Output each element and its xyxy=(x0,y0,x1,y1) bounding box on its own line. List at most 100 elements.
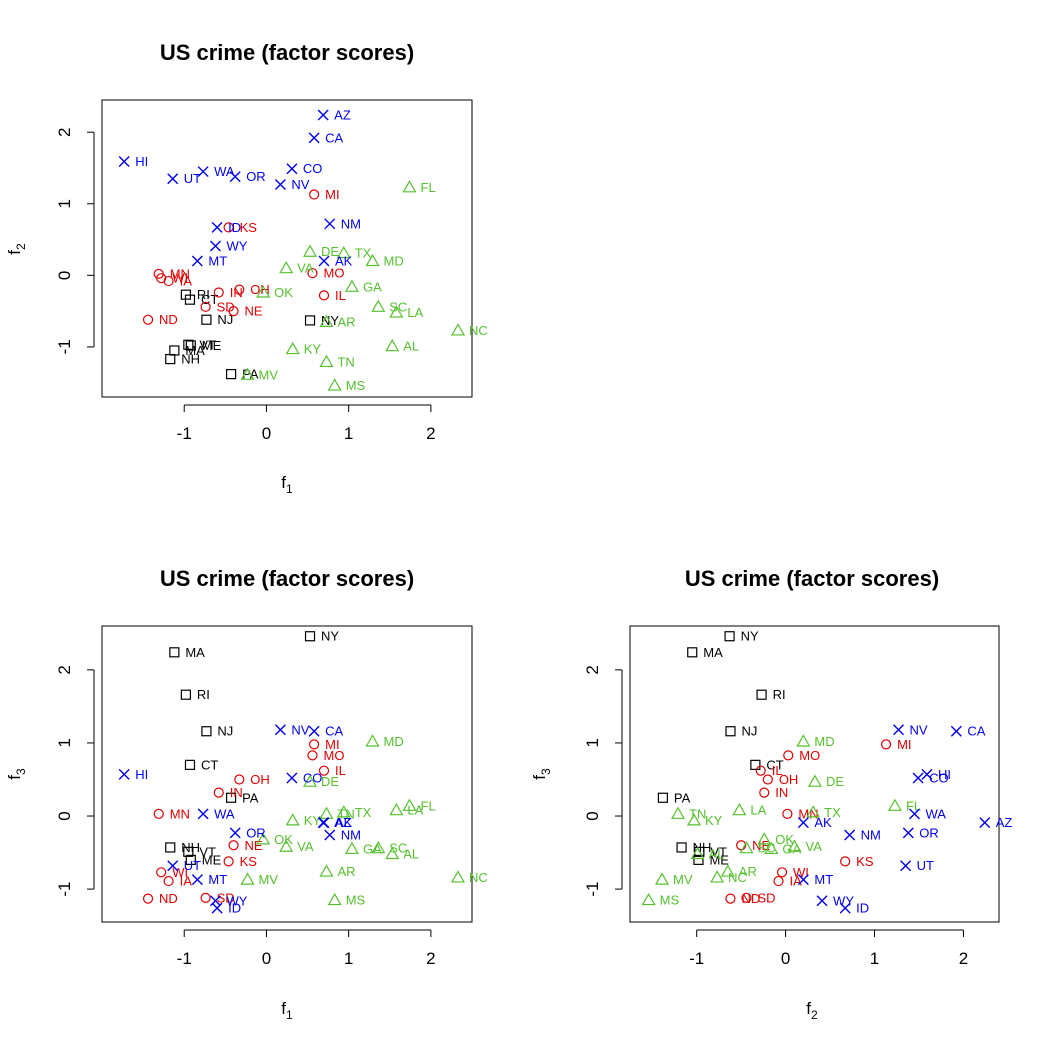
y-axis-label: f3 xyxy=(530,768,553,780)
point-label-id: ID xyxy=(228,901,241,916)
data-point-nv xyxy=(274,724,286,736)
data-point-mv xyxy=(240,367,255,380)
data-point-pa xyxy=(657,792,668,803)
data-point-ia xyxy=(163,875,174,887)
data-point-ut xyxy=(900,860,912,872)
point-label-wy: WY xyxy=(226,238,247,253)
data-point-ne xyxy=(228,306,239,317)
data-point-ia xyxy=(163,275,174,287)
point-label-wi: WI xyxy=(172,271,188,286)
point-label-co: CO xyxy=(303,771,323,786)
point-label-ky: KY xyxy=(705,813,723,828)
data-point-id xyxy=(839,902,851,914)
point-label-ca: CA xyxy=(325,130,343,145)
x-axis-label: f1 xyxy=(281,999,293,1022)
x-tick-label: 2 xyxy=(426,949,435,968)
point-label-ny: NY xyxy=(741,629,759,644)
point-label-ny: NY xyxy=(321,629,339,644)
data-point-nm xyxy=(324,218,336,230)
point-label-va: VA xyxy=(805,839,822,854)
data-point-pa xyxy=(225,368,237,380)
data-point-wy xyxy=(816,895,828,907)
point-label-wa: WA xyxy=(214,164,235,179)
data-point-ok xyxy=(256,285,271,298)
data-point-nc xyxy=(710,870,725,883)
data-point-va xyxy=(787,839,802,852)
data-point-wi xyxy=(156,867,167,878)
point-label-ma: MA xyxy=(185,645,205,660)
x-tick-label: 2 xyxy=(959,949,968,968)
data-point-hi xyxy=(921,768,933,780)
point-label-mi: MI xyxy=(325,187,339,202)
data-point-id xyxy=(211,221,223,233)
data-point-tx xyxy=(336,805,351,818)
data-point-wi xyxy=(776,867,788,878)
data-point-ne xyxy=(228,840,239,851)
data-point-ma xyxy=(169,647,180,658)
point-label-or: OR xyxy=(246,169,266,184)
data-point-ar xyxy=(319,314,334,327)
data-point-mi xyxy=(309,189,320,200)
point-label-sc: SC xyxy=(389,299,407,314)
data-point-mi xyxy=(880,739,892,750)
data-point-ms xyxy=(327,892,342,906)
data-point-ut xyxy=(167,860,179,872)
data-point-ok xyxy=(256,832,271,845)
plot-frame xyxy=(101,99,473,398)
data-point-ia xyxy=(773,875,784,887)
point-label-co: CO xyxy=(303,161,323,176)
point-label-nc: NC xyxy=(469,323,488,338)
point-label-mi: MI xyxy=(897,737,911,752)
data-point-ma xyxy=(169,345,180,356)
point-label-ar: AR xyxy=(739,864,757,879)
data-point-or xyxy=(902,827,914,839)
x-tick-label: 1 xyxy=(870,949,879,968)
data-point-ca xyxy=(950,725,962,737)
point-label-ut: UT xyxy=(917,858,934,873)
data-point-nc xyxy=(450,870,466,883)
data-point-hi xyxy=(118,156,130,168)
point-label-in: IN xyxy=(775,785,788,800)
data-point-fl xyxy=(402,798,417,811)
data-point-wy xyxy=(209,895,221,907)
point-label-ak: AK xyxy=(335,254,353,269)
point-label-md: MD xyxy=(384,734,404,749)
point-label-nj: NJ xyxy=(217,312,233,327)
data-point-nm xyxy=(324,829,336,841)
data-point-la xyxy=(389,305,404,318)
data-point-ms xyxy=(641,892,656,906)
point-label-pa: PA xyxy=(242,790,259,805)
data-point-mo xyxy=(307,268,318,279)
point-label-mv: MV xyxy=(259,367,279,382)
point-label-mt: MT xyxy=(208,872,227,887)
point-label-az: AZ xyxy=(996,815,1013,830)
y-tick-label: 1 xyxy=(55,738,74,747)
point-label-mt: MT xyxy=(814,872,833,887)
point-label-pa: PA xyxy=(674,790,691,805)
data-point-nd xyxy=(725,893,736,904)
point-label-ms: MS xyxy=(346,893,366,908)
point-label-mt: MT xyxy=(208,254,227,269)
y-tick-label: -1 xyxy=(55,882,74,897)
data-point-sc xyxy=(739,840,754,854)
data-point-nh xyxy=(676,842,687,853)
x-tick-label: -1 xyxy=(177,949,192,968)
data-point-va xyxy=(279,839,294,852)
x-axis-label: f2 xyxy=(806,999,818,1022)
point-label-va: VA xyxy=(297,839,314,854)
data-point-oh xyxy=(234,284,245,295)
point-label-ar: AR xyxy=(337,314,355,329)
data-point-tn xyxy=(319,806,334,819)
point-label-mi: MI xyxy=(325,737,339,752)
point-label-or: OR xyxy=(919,825,939,840)
x-axis-label: f1 xyxy=(281,473,293,496)
data-point-la xyxy=(732,802,747,816)
data-point-mt xyxy=(797,874,809,886)
point-label-la: LA xyxy=(750,803,766,818)
point-label-al: AL xyxy=(709,847,725,862)
scatter-panel-2: US crime (factor scores) -1 0 1 2 -1 0 1 2 f1 f3 CT… xyxy=(5,566,488,1022)
point-label-ks: KS xyxy=(856,854,874,869)
data-point-tn xyxy=(670,806,686,819)
point-label-nc: NC xyxy=(469,870,488,885)
point-label-ok: OK xyxy=(274,285,293,300)
